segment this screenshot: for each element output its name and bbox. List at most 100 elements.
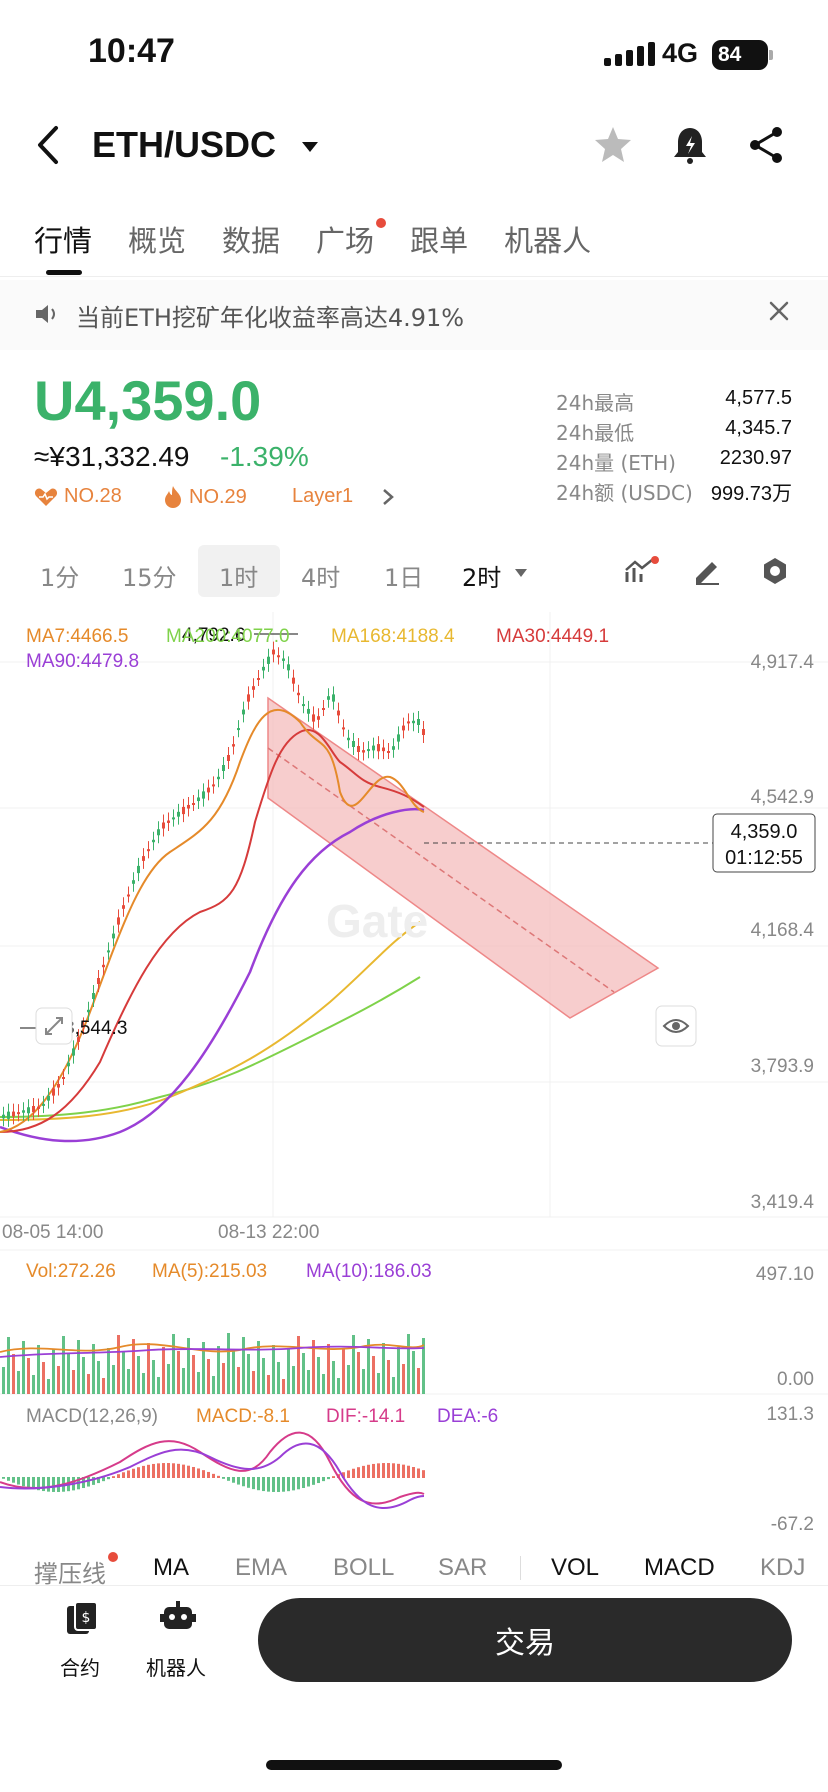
back-icon[interactable] — [32, 124, 64, 166]
volume-bar — [142, 1373, 145, 1394]
draw-tool-icon[interactable] — [692, 556, 722, 586]
bell-alert-icon[interactable] — [669, 124, 711, 166]
pair-title[interactable]: ETH/USDC — [92, 124, 277, 165]
period-2h[interactable]: 2时 — [462, 564, 502, 592]
eye-pupil — [672, 1022, 680, 1030]
period-1h[interactable]: 1时 — [219, 564, 259, 592]
candle-body — [127, 894, 130, 897]
indicator-kdj[interactable]: KDJ — [760, 1554, 806, 1581]
share-icon[interactable] — [746, 124, 788, 166]
candle-body — [2, 1114, 5, 1119]
star-icon[interactable] — [592, 124, 634, 166]
candle-body — [87, 1009, 90, 1013]
volume-bar — [12, 1354, 15, 1394]
candle-body — [412, 720, 415, 724]
heart-chart-icon — [34, 488, 58, 506]
tab-overview[interactable]: 概览 — [128, 224, 187, 258]
contract-icon[interactable]: $ — [64, 1600, 100, 1636]
period-1d[interactable]: 1日 — [384, 564, 424, 592]
eye-icon — [662, 1019, 690, 1033]
macd-bar — [22, 1477, 25, 1487]
trade-button[interactable]: 交易 — [258, 1598, 792, 1682]
indicator-sar[interactable]: SAR — [438, 1554, 488, 1581]
macd-bar — [107, 1477, 110, 1480]
gear-icon[interactable] — [760, 556, 790, 586]
candle-body — [192, 803, 195, 805]
rank-tag-2[interactable]: NO.29 — [163, 485, 247, 509]
candle-body — [267, 656, 270, 664]
volume-bar — [312, 1340, 315, 1394]
period-4h[interactable]: 4时 — [301, 564, 341, 592]
rank-tag-1[interactable]: NO.28 — [34, 485, 122, 508]
volume-bar — [272, 1345, 275, 1394]
macd-bar — [267, 1477, 270, 1492]
candle-body — [247, 694, 250, 702]
macd-bar — [397, 1463, 400, 1478]
candle-body — [22, 1110, 25, 1113]
volume-bar — [22, 1341, 25, 1394]
y-axis-label-1: 4,917.4 — [751, 652, 815, 673]
volume-bar — [252, 1371, 255, 1394]
robot-label[interactable]: 机器人 — [146, 1656, 206, 1680]
indicator-ma[interactable]: MA — [153, 1554, 189, 1581]
layer-tag[interactable]: Layer1 — [292, 485, 353, 508]
close-icon[interactable] — [768, 300, 790, 322]
last-price: U4,359.0 — [34, 369, 262, 432]
robot-icon[interactable] — [160, 1600, 196, 1636]
macd-bar — [177, 1463, 180, 1478]
macd-bar — [242, 1477, 245, 1487]
indicator-boll[interactable]: BOLL — [333, 1554, 395, 1581]
macd-bar — [47, 1477, 50, 1492]
indicator-support-resistance[interactable]: 撑压线 — [34, 1552, 118, 1589]
volume-bar — [27, 1358, 30, 1394]
macd-bar — [412, 1467, 415, 1478]
candle-body — [382, 747, 385, 752]
candle-body — [122, 905, 125, 909]
tab-copytrade[interactable]: 跟单 — [410, 224, 469, 258]
tab-square[interactable]: 广场 — [316, 218, 387, 260]
volume-bar — [337, 1378, 340, 1394]
candle-body — [357, 746, 360, 752]
volume-bar — [87, 1374, 90, 1394]
candle-body — [137, 865, 140, 874]
volume-bar — [267, 1375, 270, 1394]
stat-low-value: 4,345.7 — [725, 417, 792, 439]
volume-bars — [2, 1333, 425, 1394]
volume-bar — [37, 1345, 40, 1394]
volume-bar — [177, 1351, 180, 1394]
current-price-box — [712, 813, 816, 873]
candle-body — [62, 1077, 65, 1079]
macd-bar — [342, 1472, 345, 1478]
notice-bar[interactable] — [0, 280, 828, 350]
candle-body — [107, 950, 110, 953]
volume-bar — [317, 1357, 320, 1394]
macd-bar — [287, 1477, 290, 1492]
tab-market[interactable]: 行情 — [34, 224, 93, 258]
period-15m[interactable]: 15分 — [122, 564, 177, 592]
volume-bar — [67, 1353, 70, 1394]
chevron-down-icon[interactable] — [514, 568, 528, 578]
chevron-right-icon[interactable] — [382, 488, 394, 506]
macd-bar — [362, 1465, 365, 1478]
period-1m[interactable]: 1分 — [40, 564, 80, 592]
indicator-icon[interactable] — [624, 556, 660, 586]
volume-bar — [77, 1340, 80, 1394]
macd-bar — [317, 1477, 320, 1484]
volume-bar — [247, 1354, 250, 1394]
candle-body — [32, 1106, 35, 1112]
layer-tag-label: Layer1 — [292, 485, 354, 507]
candle-body — [232, 744, 235, 747]
indicator-ema[interactable]: EMA — [235, 1554, 288, 1581]
indicator-vol[interactable]: VOL — [551, 1554, 600, 1581]
candle-body — [392, 746, 395, 750]
volume-bar — [387, 1360, 390, 1394]
macd-dif: DIF:-14.1 — [326, 1406, 406, 1427]
indicator-macd[interactable]: MACD — [644, 1554, 715, 1581]
y-axis-label-3: 4,168.4 — [751, 920, 815, 941]
volume-bar — [407, 1334, 410, 1394]
tab-robot[interactable]: 机器人 — [504, 224, 592, 258]
contract-label[interactable]: 合约 — [60, 1656, 100, 1680]
tab-data[interactable]: 数据 — [222, 224, 281, 258]
chevron-down-icon[interactable] — [300, 140, 320, 154]
kline-chart[interactable]: 4,792.6 3,544.3 4,359.0 01:12:55 Gate 08… — [0, 612, 828, 1552]
